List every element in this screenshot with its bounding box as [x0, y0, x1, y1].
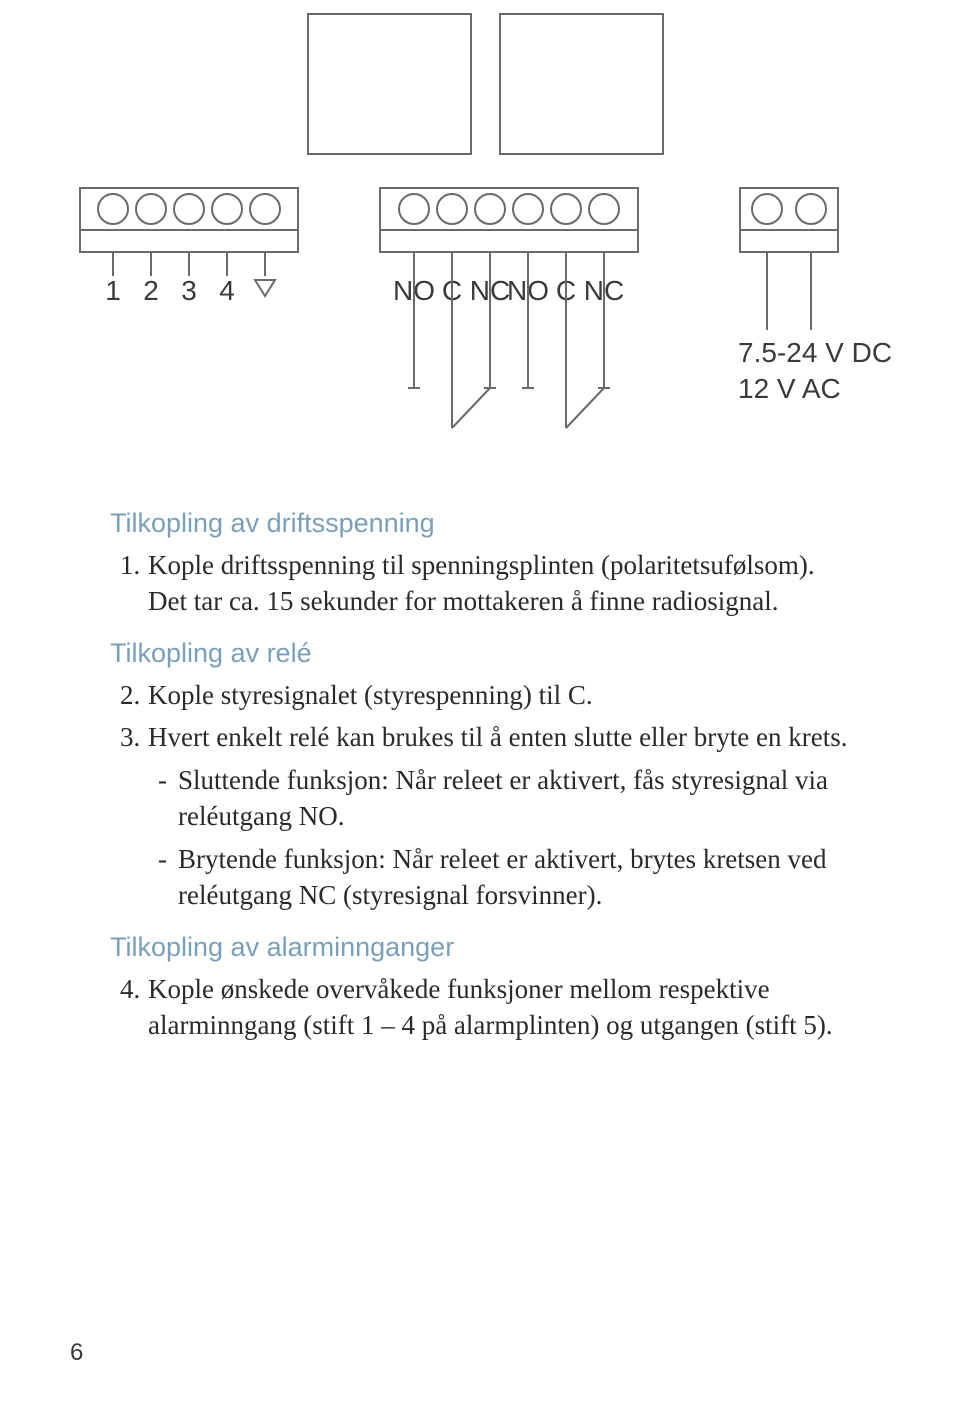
heading-rele: Tilkopling av relé [110, 638, 850, 669]
dash-1: - [158, 762, 178, 835]
dash-2: - [158, 841, 178, 914]
item-3: 3. Hvert enkelt relé kan brukes til å en… [110, 719, 850, 755]
svg-text:2: 2 [143, 275, 159, 306]
svg-text:7.5-24 V DC: 7.5-24 V DC [738, 337, 892, 368]
item-4-text: Kople ønskede overvåkede funksjoner mell… [148, 971, 850, 1044]
svg-text:3: 3 [181, 275, 197, 306]
svg-text:12 V AC: 12 V AC [738, 373, 841, 404]
sub-brytende: - Brytende funksjon: Når releet er aktiv… [110, 841, 850, 914]
item-3-text: Hvert enkelt relé kan brukes til å enten… [148, 719, 850, 755]
page-number: 6 [70, 1339, 83, 1367]
diagram-svg: 1234NOCNCNOCNC7.5-24 V DC12 V AC [0, 0, 960, 470]
heading-driftsspenning: Tilkopling av driftsspenning [110, 508, 850, 539]
item-3-num: 3. [110, 719, 148, 755]
item-4: 4. Kople ønskede overvåkede funksjoner m… [110, 971, 850, 1044]
item-2-text: Kople styresignalet (styrespenning) til … [148, 677, 850, 713]
svg-text:1: 1 [105, 275, 121, 306]
heading-alarminnganger: Tilkopling av alarminnganger [110, 932, 850, 963]
sub-brytende-text: Brytende funksjon: Når releet er aktiver… [178, 841, 850, 914]
item-1-num: 1. [110, 547, 148, 620]
item-4-num: 4. [110, 971, 148, 1044]
sub-sluttende-text: Sluttende funksjon: Når releet er aktive… [178, 762, 850, 835]
item-2-num: 2. [110, 677, 148, 713]
wiring-diagram: 1234NOCNCNOCNC7.5-24 V DC12 V AC [0, 0, 960, 470]
svg-text:4: 4 [219, 275, 235, 306]
text-content: Tilkopling av driftsspenning 1. Kople dr… [0, 470, 960, 1043]
sub-sluttende: - Sluttende funksjon: Når releet er akti… [110, 762, 850, 835]
item-1-text: Kople driftsspenning til spenningsplinte… [148, 547, 850, 620]
item-1: 1. Kople driftsspenning til spenningspli… [110, 547, 850, 620]
item-2: 2. Kople styresignalet (styrespenning) t… [110, 677, 850, 713]
